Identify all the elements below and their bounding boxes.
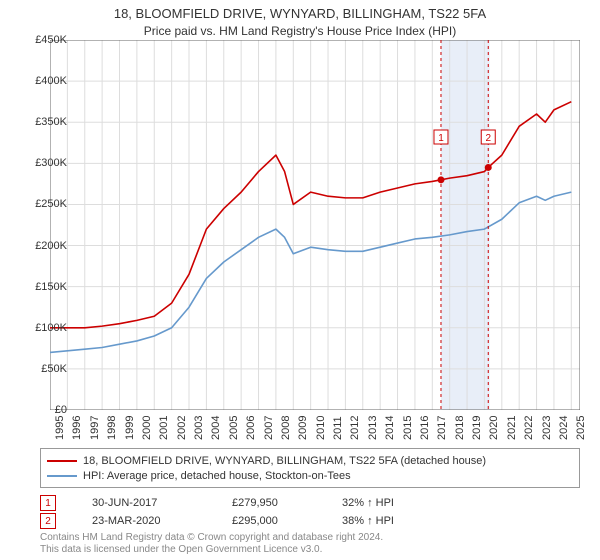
chart-area: 12 [50, 40, 580, 410]
y-tick-label: £200K [35, 240, 67, 252]
x-tick-label: 2024 [558, 416, 570, 440]
footer-line1: Contains HM Land Registry data © Crown c… [40, 532, 383, 544]
x-tick-label: 2001 [158, 416, 170, 440]
x-tick-label: 2016 [419, 416, 431, 440]
x-tick-label: 2011 [332, 416, 344, 440]
x-tick-label: 2003 [193, 416, 205, 440]
x-tick-label: 2012 [349, 416, 361, 440]
x-tick-label: 2010 [315, 416, 327, 440]
x-tick-label: 2015 [402, 416, 414, 440]
legend-swatch [47, 460, 77, 462]
svg-text:1: 1 [438, 133, 444, 144]
x-tick-label: 2005 [228, 416, 240, 440]
x-tick-label: 2004 [210, 416, 222, 440]
legend-swatch [47, 475, 77, 477]
marker-index-box: 1 [40, 495, 56, 511]
legend-item: HPI: Average price, detached house, Stoc… [47, 468, 573, 483]
marker-date: 23-MAR-2020 [92, 515, 232, 527]
x-tick-label: 2006 [245, 416, 257, 440]
chart-subtitle: Price paid vs. HM Land Registry's House … [0, 21, 600, 38]
y-tick-label: £400K [35, 75, 67, 87]
x-tick-label: 2002 [176, 416, 188, 440]
marker-index-box: 2 [40, 513, 56, 529]
x-tick-label: 2000 [141, 416, 153, 440]
svg-text:2: 2 [485, 133, 491, 144]
marker-price: £295,000 [232, 515, 342, 527]
x-tick-label: 2022 [523, 416, 535, 440]
x-tick-label: 1996 [71, 416, 83, 440]
x-tick-label: 1995 [54, 416, 66, 440]
legend-label: HPI: Average price, detached house, Stoc… [83, 470, 351, 482]
x-tick-label: 2013 [367, 416, 379, 440]
x-tick-label: 2017 [436, 416, 448, 440]
y-tick-label: £50K [41, 363, 67, 375]
x-tick-label: 2018 [454, 416, 466, 440]
y-tick-label: £450K [35, 34, 67, 46]
x-tick-label: 2025 [575, 416, 587, 440]
y-tick-label: £0 [55, 404, 67, 416]
footer-line2: This data is licensed under the Open Gov… [40, 544, 383, 556]
y-tick-label: £300K [35, 157, 67, 169]
legend-item: 18, BLOOMFIELD DRIVE, WYNYARD, BILLINGHA… [47, 453, 573, 468]
legend: 18, BLOOMFIELD DRIVE, WYNYARD, BILLINGHA… [40, 448, 580, 488]
y-tick-label: £250K [35, 198, 67, 210]
chart-title: 18, BLOOMFIELD DRIVE, WYNYARD, BILLINGHA… [0, 0, 600, 21]
x-tick-label: 1999 [124, 416, 136, 440]
marker-row: 1 30-JUN-2017£279,95032% ↑ HPI [40, 494, 580, 512]
x-tick-label: 1998 [106, 416, 118, 440]
footer-attribution: Contains HM Land Registry data © Crown c… [40, 532, 383, 556]
y-tick-label: £350K [35, 116, 67, 128]
x-tick-label: 2014 [384, 416, 396, 440]
marker-hpi: 32% ↑ HPI [342, 497, 442, 509]
marker-row: 2 23-MAR-2020£295,00038% ↑ HPI [40, 512, 580, 530]
x-tick-label: 2009 [297, 416, 309, 440]
marker-table: 1 30-JUN-2017£279,95032% ↑ HPI 2 23-MAR-202… [40, 494, 580, 530]
y-tick-label: £150K [35, 281, 67, 293]
x-tick-label: 2019 [471, 416, 483, 440]
x-tick-label: 2007 [263, 416, 275, 440]
marker-date: 30-JUN-2017 [92, 497, 232, 509]
x-tick-label: 2020 [488, 416, 500, 440]
marker-hpi: 38% ↑ HPI [342, 515, 442, 527]
marker-price: £279,950 [232, 497, 342, 509]
line-chart-svg: 12 [50, 40, 580, 410]
x-tick-label: 2023 [541, 416, 553, 440]
x-tick-label: 2008 [280, 416, 292, 440]
legend-label: 18, BLOOMFIELD DRIVE, WYNYARD, BILLINGHA… [83, 455, 486, 467]
x-tick-label: 1997 [89, 416, 101, 440]
x-tick-label: 2021 [506, 416, 518, 440]
y-tick-label: £100K [35, 322, 67, 334]
